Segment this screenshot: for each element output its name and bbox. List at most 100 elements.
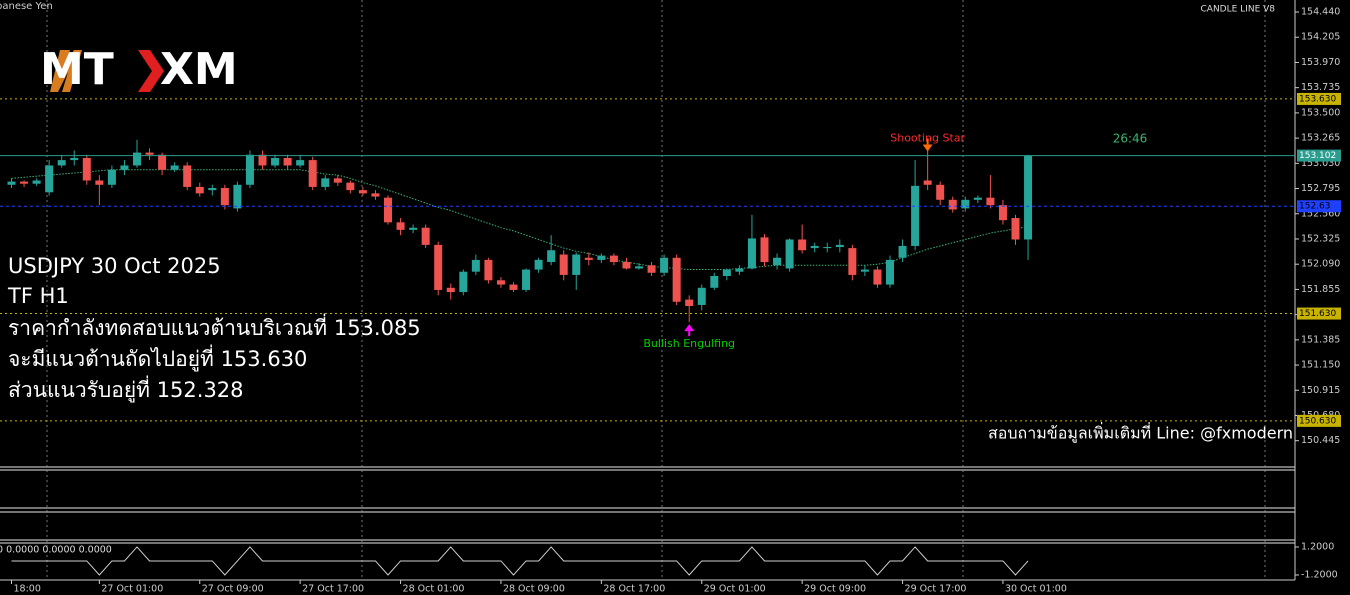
- x-tick-label: 28 Oct 01:00: [403, 584, 465, 595]
- candle-body: [735, 268, 744, 272]
- x-tick-label: 29 Oct 01:00: [704, 584, 766, 595]
- candle-body: [785, 239, 794, 269]
- candle-body: [522, 269, 531, 290]
- candle-body: [798, 239, 807, 251]
- candle-body: [7, 181, 16, 185]
- level-box: [1297, 92, 1341, 105]
- x-tick-label: 29 Oct 17:00: [905, 584, 967, 595]
- logo-accent: [50, 50, 82, 92]
- y-tick-label: 152.795: [1301, 183, 1340, 194]
- candle-body: [848, 248, 857, 275]
- y-tick-label: 152.090: [1301, 259, 1340, 270]
- candle-body: [421, 227, 430, 245]
- candle-body: [82, 157, 91, 181]
- candle-body: [697, 287, 706, 305]
- candle-body: [358, 190, 367, 194]
- level-box: [1297, 414, 1341, 427]
- candle-body: [911, 185, 920, 246]
- candle-body: [1024, 155, 1033, 240]
- y-tick-label: 150.445: [1301, 435, 1340, 446]
- candle-body: [722, 269, 731, 276]
- candle-body: [45, 165, 54, 193]
- y-tick-label: 154.205: [1301, 32, 1340, 43]
- candle-body: [635, 266, 643, 269]
- candle-body: [183, 165, 192, 187]
- indicator-name: CANDLE LINE V8: [1201, 5, 1276, 15]
- candle-body: [622, 262, 631, 269]
- candle-body: [886, 259, 894, 285]
- candle-body: [760, 237, 769, 263]
- y-tick-label: 153.030: [1301, 158, 1340, 169]
- level-label: 150.630: [1299, 416, 1336, 426]
- candle-body: [835, 244, 844, 248]
- level-box: [1297, 149, 1341, 162]
- y-tick-label: 152.325: [1301, 233, 1340, 244]
- candle-body: [496, 280, 505, 285]
- candle-body: [346, 182, 355, 191]
- candle-body: [936, 184, 945, 200]
- candle-body: [333, 178, 342, 183]
- candle-body: [459, 271, 468, 293]
- candle-body: [371, 193, 380, 197]
- candle-body: [271, 157, 280, 166]
- logo-text: XM: [160, 44, 238, 95]
- candle-body: [434, 244, 443, 290]
- overlay-line: จะมีแนวต้านถัดไปอยู่ที่ 153.630: [8, 344, 307, 372]
- overlay-line: USDJPY 30 Oct 2025: [8, 254, 221, 278]
- y-tick-label: 150.915: [1301, 385, 1340, 396]
- y-tick-label: 153.735: [1301, 82, 1340, 93]
- candle-body: [296, 160, 305, 166]
- logo: MT XM: [40, 44, 238, 95]
- candle-body: [860, 269, 869, 272]
- candle-body: [823, 247, 832, 249]
- x-tick-label: 18:00: [14, 584, 41, 595]
- candle-body: [810, 245, 819, 249]
- level-label: 152.63: [1299, 202, 1331, 212]
- candle-body: [95, 180, 104, 185]
- candle-body: [484, 259, 493, 281]
- y-tick-label: 151.150: [1301, 360, 1340, 371]
- logo-text: MT: [40, 44, 114, 95]
- x-tick-label: 27 Oct 17:00: [302, 584, 364, 595]
- candle-body: [1011, 218, 1020, 240]
- candle-body: [773, 257, 782, 266]
- overlay-text: USDJPY 30 Oct 2025 TF H1 ราคากำลังทดสอบแ…: [7, 254, 421, 403]
- candle-body: [258, 154, 267, 166]
- x-tick-label: 27 Oct 01:00: [101, 584, 163, 595]
- candle-body: [948, 199, 957, 210]
- candle-body: [308, 160, 317, 187]
- candle-body: [572, 254, 581, 275]
- x-tick-label: 29 Oct 09:00: [804, 584, 866, 595]
- candle-body: [685, 299, 694, 307]
- x-tick-label: 30 Oct 01:00: [1005, 584, 1067, 595]
- candle-body: [133, 152, 141, 166]
- indicator-line: [11, 546, 1029, 576]
- candle-body: [396, 222, 405, 230]
- candle-body: [597, 255, 606, 260]
- candle-body: [471, 259, 480, 272]
- indicator-legend: 0 0.0000 0.0000 0.0000: [0, 545, 112, 556]
- candle-body: [609, 255, 618, 263]
- candle-body: [923, 180, 932, 185]
- contact: สอบถามข้อมูลเพิ่มเติมที่ Line: @fxmodern: [988, 422, 1293, 444]
- candle-body: [509, 284, 518, 290]
- y-tick-label: 153.500: [1301, 107, 1340, 118]
- candle-body: [747, 238, 756, 269]
- candle-body: [584, 257, 593, 260]
- timer: 26:46: [1113, 132, 1148, 146]
- candle-body: [534, 259, 543, 270]
- candle-body: [208, 188, 217, 191]
- candle-body: [710, 275, 719, 288]
- pattern-label: Bullish Engulfing: [643, 337, 735, 350]
- candle-body: [384, 197, 392, 223]
- logo-chevron: [138, 50, 164, 92]
- main-panel: [7, 139, 1033, 323]
- level-box: [1297, 200, 1341, 213]
- candle-body: [70, 157, 79, 161]
- y-tick-label: -1.2000: [1301, 569, 1338, 580]
- candle-body: [559, 254, 568, 275]
- candle-body: [409, 227, 418, 230]
- candle-body: [647, 265, 656, 273]
